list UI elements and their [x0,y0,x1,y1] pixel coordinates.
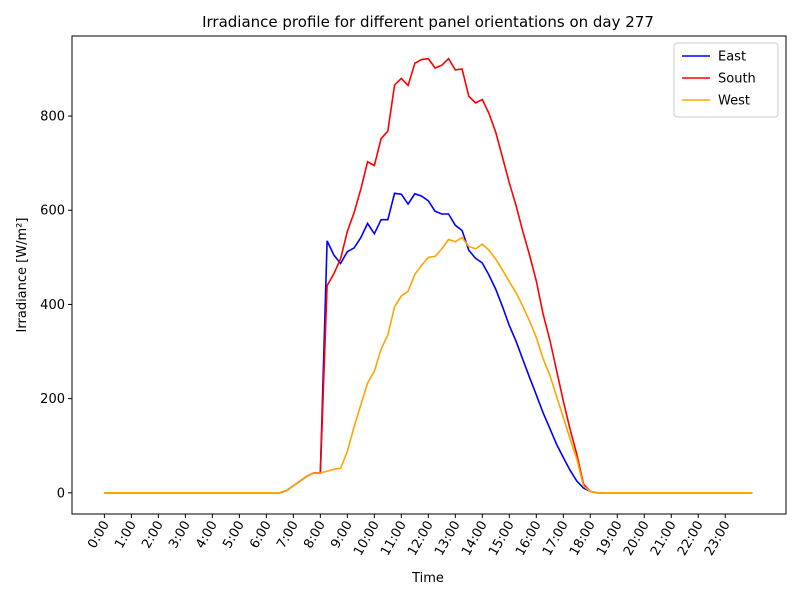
plot-lines [104,57,753,494]
legend-label-south: South [718,72,756,87]
legend-box [673,42,779,118]
legend: East South West [673,42,779,118]
series-line-south [104,57,753,494]
y-axis: 0 200 400 600 800 [40,110,72,501]
series-line-west [104,236,753,494]
y-axis-label: Irradiance [W/m²] [15,218,30,333]
y-tick-label: 600 [40,204,65,219]
y-tick-label: 0 [57,486,65,501]
y-tick-label: 800 [40,110,65,125]
legend-label-west: West [718,94,750,109]
y-tick-label: 400 [40,298,65,313]
plot-frame [71,35,787,515]
series-line-east [104,192,753,494]
y-tick-label: 200 [40,392,65,407]
chart-title: Irradiance profile for different panel o… [202,13,654,31]
x-axis-label: Time [411,571,444,586]
legend-label-east: East [718,50,746,65]
